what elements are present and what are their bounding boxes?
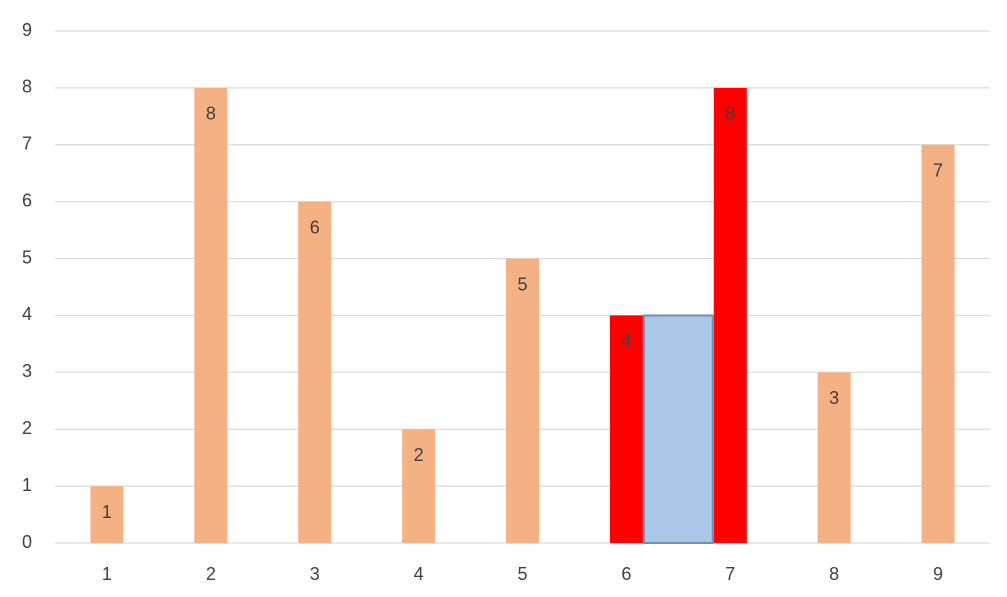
x-tick-label: 9 <box>933 564 943 584</box>
bar <box>713 87 747 543</box>
y-tick-label: 1 <box>22 475 32 495</box>
bar <box>402 429 436 543</box>
bar <box>921 144 955 543</box>
y-tick-label: 5 <box>22 247 32 267</box>
y-tick-label: 6 <box>22 190 32 210</box>
y-tick-label: 3 <box>22 361 32 381</box>
x-tick-label: 1 <box>102 564 112 584</box>
x-tick-label: 5 <box>517 564 527 584</box>
bar <box>90 486 124 543</box>
bar <box>298 201 332 543</box>
bar <box>194 87 228 543</box>
data-label: 5 <box>517 274 527 294</box>
x-tick-label: 6 <box>621 564 631 584</box>
y-tick-label: 8 <box>22 77 32 97</box>
y-tick-label: 9 <box>22 20 32 40</box>
data-label: 3 <box>829 388 839 408</box>
x-tick-label: 3 <box>310 564 320 584</box>
x-tick-label: 2 <box>206 564 216 584</box>
y-tick-label: 2 <box>22 418 32 438</box>
highlight-area <box>642 314 714 545</box>
data-label: 6 <box>310 217 320 237</box>
bar <box>609 315 643 543</box>
x-tick-label: 8 <box>829 564 839 584</box>
y-tick-label: 4 <box>22 304 32 324</box>
y-tick-label: 7 <box>22 134 32 154</box>
data-label: 1 <box>102 502 112 522</box>
y-tick-label: 0 <box>22 532 32 552</box>
x-tick-label: 4 <box>414 564 424 584</box>
data-label: 4 <box>621 331 631 351</box>
data-label: 2 <box>414 445 424 465</box>
data-label: 8 <box>206 104 216 124</box>
data-label: 7 <box>933 161 943 181</box>
data-label: 8 <box>725 104 735 124</box>
bar <box>506 258 539 543</box>
x-tick-label: 7 <box>725 564 735 584</box>
bar <box>817 372 851 543</box>
